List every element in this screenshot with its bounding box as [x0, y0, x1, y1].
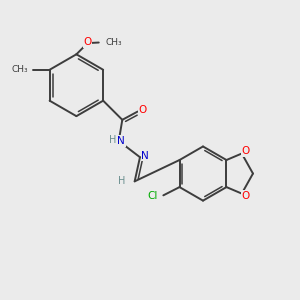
Text: CH₃: CH₃: [105, 38, 122, 47]
Text: O: O: [241, 146, 249, 157]
Text: H: H: [118, 176, 125, 186]
Text: N: N: [141, 151, 149, 161]
Text: CH₃: CH₃: [11, 65, 28, 74]
Text: O: O: [139, 105, 147, 115]
Text: H: H: [109, 135, 116, 146]
Text: O: O: [83, 37, 92, 47]
Text: O: O: [241, 190, 249, 201]
Text: Cl: Cl: [148, 191, 158, 201]
Text: N: N: [117, 136, 125, 146]
